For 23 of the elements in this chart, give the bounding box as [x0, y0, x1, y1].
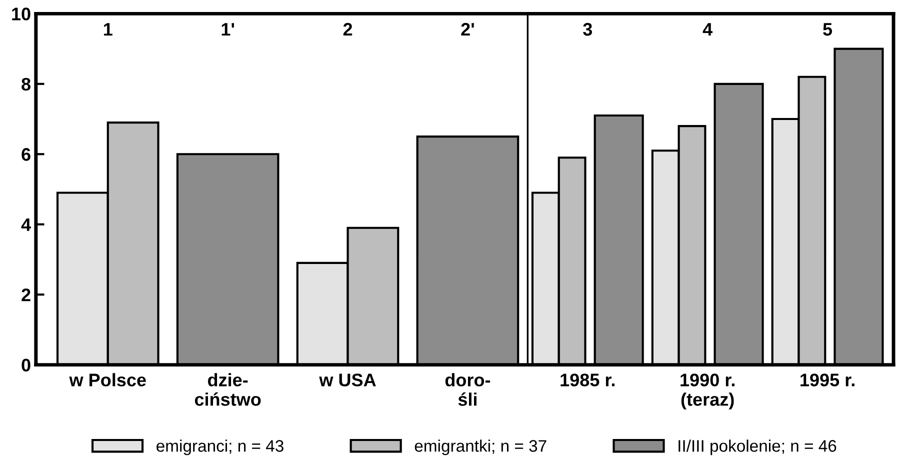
- y-tick-label: 6: [22, 148, 30, 161]
- x-tick-label: w USA: [319, 374, 376, 386]
- annotation: 1': [222, 23, 234, 36]
- annotation: 1: [104, 23, 112, 36]
- y-tick-label: 8: [22, 78, 31, 91]
- x-tick-label: dzie- ciństwo: [194, 373, 261, 406]
- legend-label: emigrantki; n = 37: [414, 440, 546, 456]
- y-tick-label: 0: [22, 358, 30, 372]
- legend-label: emigranci; n = 43: [156, 440, 284, 456]
- x-tick-label: 1990 r. (teraz): [680, 374, 734, 410]
- y-tick-label: 4: [21, 218, 31, 231]
- annotation: 5: [823, 23, 832, 36]
- x-tick-label: 1995 r.: [800, 374, 854, 386]
- annotation: 4: [702, 23, 713, 36]
- y-tick-label: 10: [12, 8, 30, 20]
- annotation: 2': [461, 22, 474, 36]
- annotation: 2: [343, 22, 352, 36]
- annotation: 3: [583, 22, 592, 36]
- x-tick-label: doro- śli: [445, 373, 490, 406]
- legend-label: II/III pokolenie; n = 46: [678, 440, 836, 456]
- x-tick-label: w Polsce: [69, 373, 146, 386]
- y-tick-label: 2: [22, 288, 30, 302]
- x-tick-label: 1985 r.: [560, 374, 615, 386]
